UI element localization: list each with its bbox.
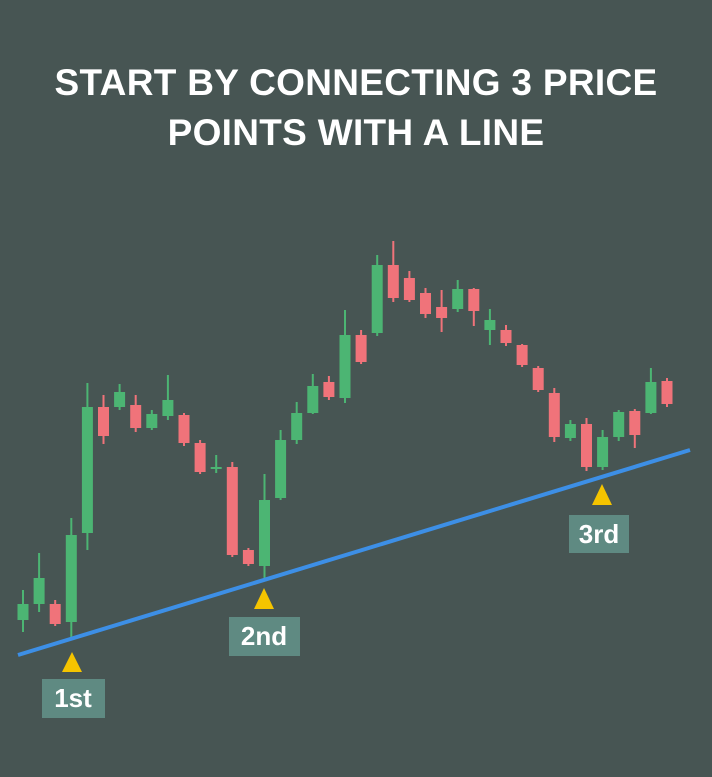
candle-body: [178, 415, 190, 443]
candle-body: [355, 335, 367, 362]
candle-body: [661, 381, 673, 404]
candle-body: [307, 386, 319, 413]
candle-body: [226, 467, 238, 555]
label-box: [569, 515, 629, 553]
candle-body: [210, 467, 222, 469]
candle-body: [403, 278, 415, 300]
label-box: [229, 617, 300, 656]
candle-body: [629, 411, 641, 435]
candle-body: [548, 393, 560, 437]
chart-title: START BY CONNECTING 3 PRICE POINTS WITH …: [54, 62, 658, 153]
label-box: [42, 679, 105, 718]
candle-body: [500, 330, 512, 343]
candle-body: [371, 265, 383, 333]
candle-body: [146, 414, 158, 428]
candle-body: [339, 335, 351, 398]
candle-body: [33, 578, 45, 604]
candle-body: [291, 413, 303, 440]
candle-body: [259, 500, 270, 566]
candle-body: [516, 345, 528, 365]
candle-body: [532, 368, 544, 390]
marker: [254, 588, 274, 609]
candle-body: [452, 289, 464, 309]
candle-body: [275, 440, 287, 498]
candle-body: [436, 307, 448, 318]
annotation: 2nd: [241, 621, 287, 651]
candle-body: [564, 424, 576, 438]
annotation: 3rd: [579, 519, 619, 549]
candle-body: [49, 604, 61, 624]
marker: [62, 652, 82, 672]
candle-body: [162, 400, 174, 416]
candle-body: [81, 407, 93, 533]
candle-body: [98, 407, 109, 436]
candle-body: [114, 392, 126, 407]
candle-body: [645, 382, 657, 413]
candle-body: [323, 382, 335, 397]
trend-line: [17, 448, 691, 657]
candle-body: [194, 443, 206, 472]
candle-body: [581, 424, 592, 467]
marker: [592, 484, 612, 505]
candle-body: [130, 405, 142, 428]
candle-body: [597, 437, 609, 467]
candle-body: [420, 293, 431, 314]
candle-body: [17, 604, 29, 620]
candles: [17, 241, 673, 638]
candle-body: [65, 535, 77, 622]
candle-body: [387, 265, 399, 298]
candle-body: [242, 550, 254, 564]
annotation: 1st: [54, 683, 92, 713]
candle-body: [484, 320, 496, 330]
candle-body: [468, 289, 480, 311]
candle-body: [613, 412, 625, 437]
